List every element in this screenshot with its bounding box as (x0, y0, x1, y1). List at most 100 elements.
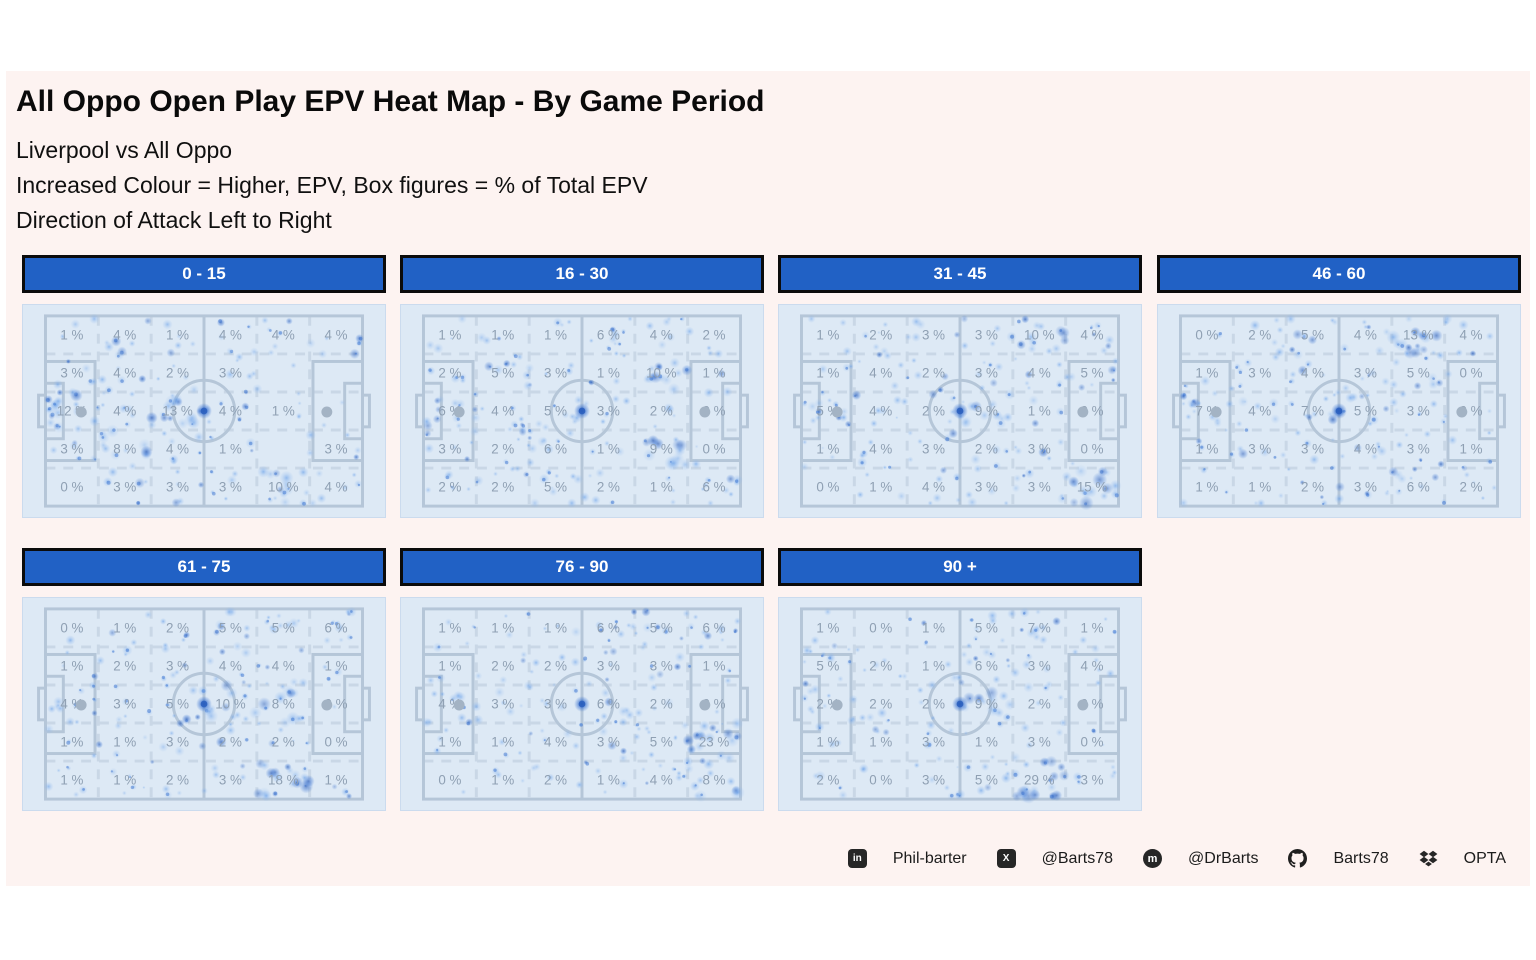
penalty-spot-left (75, 406, 87, 418)
period-header: 61 - 75 (22, 548, 386, 586)
footer-link-mastodon[interactable]: m @DrBarts (1143, 849, 1258, 868)
zone-percent-label: 5 % (1301, 328, 1324, 343)
zone-percent-label: 4 % (869, 442, 892, 457)
period-section-0-15: 0 - 15 1 % 4 % 1 % 4 % 4 % 4 % 3 % 4 % 2 % 3 % 12 %… (22, 255, 386, 518)
zone-percent-label: 5 % (1354, 404, 1377, 419)
zone-percent-label: 4 % (491, 404, 514, 419)
zone-percent-label: 3 % (166, 659, 189, 674)
pitch-markings (415, 314, 749, 508)
zone-percent-label: 2 % (219, 735, 242, 750)
zone-percent-label: 3 % (219, 773, 242, 788)
zone-percent-label: 3 % (113, 480, 136, 495)
zone-percent-label: 2 % (1301, 480, 1324, 495)
zone-percent-label: 5 % (1407, 366, 1430, 381)
zone-percent-label: 1 % (219, 442, 242, 457)
zone-percent-label: 1 % (491, 621, 514, 636)
footer-link-x[interactable]: X @Barts78 (996, 849, 1113, 868)
zone-percent-label: 1 % (325, 773, 348, 788)
zone-percent-label: 5 % (272, 621, 295, 636)
zone-percent-label: 0 % (1195, 328, 1218, 343)
zone-percent-label: 3 % (597, 404, 620, 419)
penalty-spot-right (321, 406, 333, 418)
zone-percent-label: 29 % (1024, 773, 1055, 788)
zone-percent-label: 2 % (438, 480, 461, 495)
zone-percent-label: 4 % (869, 366, 892, 381)
zone-percent-label: 9 % (975, 404, 998, 419)
zone-percent-label: 1 % (60, 773, 83, 788)
pitch-card: 0 % 1 % 2 % 5 % 5 % 6 % 1 % 2 % 3 % 4 % 4 % 1 % 4 % 3… (22, 597, 386, 811)
zone-percent-label: 4 % (272, 328, 295, 343)
zone-percent-label: 4 % (113, 366, 136, 381)
center-hotspot-core (200, 700, 208, 708)
zone-percent-label: 1 % (703, 366, 726, 381)
zone-percent-label: 3 % (60, 442, 83, 457)
center-hotspot-core (200, 407, 208, 415)
penalty-spot-left (75, 699, 87, 711)
zone-percent-label: 0 % (1081, 442, 1104, 457)
zone-percent-label: 8 % (703, 773, 726, 788)
zone-percent-label: 1 % (1195, 366, 1218, 381)
pitch-heatmap: 1 % 1 % 1 % 6 % 4 % 2 % 2 % 5 % 3 % 1 % 10 % 1 % 6 %… (415, 314, 749, 509)
zone-percent-label: 1 % (869, 735, 892, 750)
zone-percent-label: 3 % (975, 480, 998, 495)
footer-link-dropbox[interactable]: OPTA (1419, 849, 1506, 868)
zone-percent-label: 4 % (922, 480, 945, 495)
report-panel: All Oppo Open Play EPV Heat Map - By Gam… (6, 71, 1530, 886)
zone-percent-label: 1 % (113, 735, 136, 750)
period-section-76-90: 76 - 90 1 % 1 % 1 % 6 % 5 % 6 % 1 % 2 % 2 % 3 % 3 %… (400, 548, 764, 811)
zone-percent-label: 3 % (113, 697, 136, 712)
zone-percent-labels: 0 % 1 % 2 % 5 % 5 % 6 %1 % 2 % 3 % 4 % 4 % 1 %4 % 3… (60, 621, 347, 788)
epv-heat-layer (800, 314, 1122, 511)
penalty-spot-left (831, 699, 843, 711)
zone-percent-label: 5 % (975, 773, 998, 788)
zone-percent-label: 4 % (869, 404, 892, 419)
zone-percent-label: 2 % (922, 404, 945, 419)
period-header: 0 - 15 (22, 255, 386, 293)
pitch-card: 1 % 2 % 3 % 3 % 10 % 4 % 1 % 4 % 2 % 3 % 4 % 5 % 5 %… (778, 304, 1142, 518)
zone-percent-label: 2 % (869, 697, 892, 712)
penalty-spot-right (699, 406, 711, 418)
zone-percent-label: 1 % (597, 366, 620, 381)
zone-percent-label: 0 % (60, 621, 83, 636)
zone-percent-label: 10 % (268, 480, 299, 495)
zone-percent-label: 3 % (650, 659, 673, 674)
zone-percent-label: 13 % (1403, 328, 1434, 343)
penalty-spot-left (1210, 406, 1222, 418)
zone-percent-label: 3 % (1028, 659, 1051, 674)
zone-percent-label: 2 % (869, 659, 892, 674)
page-title: All Oppo Open Play EPV Heat Map - By Gam… (16, 85, 765, 118)
zone-percent-label: 18 % (268, 773, 299, 788)
footer-link-github[interactable]: Barts78 (1288, 849, 1389, 868)
zone-percent-label: 4 % (113, 404, 136, 419)
zone-percent-label: 4 % (1081, 328, 1104, 343)
zone-percent-label: 6 % (703, 621, 726, 636)
penalty-spot-right (1456, 406, 1468, 418)
zone-percent-label: 4 % (113, 328, 136, 343)
zone-percent-label: 4 % (1460, 328, 1483, 343)
footer-link-linkedin[interactable]: in Phil-barter (847, 849, 967, 868)
zone-percent-label: 3 % (597, 659, 620, 674)
zone-percent-label: 15 % (1077, 480, 1108, 495)
footer-label: Barts78 (1333, 849, 1389, 867)
zone-percent-label: 3 % (219, 366, 242, 381)
zone-percent-label: 0 % (438, 773, 461, 788)
zone-percent-label: 1 % (491, 328, 514, 343)
zone-percent-labels: 1 % 0 % 1 % 5 % 7 % 1 % 5 % 2 % 1 % 6 % 3 % 4 % 2 % 2… (816, 621, 1103, 788)
zone-percent-label: 2 % (597, 480, 620, 495)
zone-percent-label: 3 % (166, 735, 189, 750)
zone-percent-label: 1 % (60, 328, 83, 343)
zone-percent-label: 3 % (975, 366, 998, 381)
zone-percent-labels: 1 % 4 % 1 % 4 % 4 % 4 %3 % 4 % 2 % 3 %12 % 4 % 13 … (57, 328, 348, 495)
zone-percent-label: 1 % (438, 328, 461, 343)
zone-percent-label: 3 % (1301, 442, 1324, 457)
zone-percent-label: 3 % (1248, 366, 1271, 381)
zone-percent-label: 2 % (816, 773, 839, 788)
x-icon: X (996, 849, 1016, 868)
zone-percent-label: 2 % (491, 659, 514, 674)
pitch-card: 1 % 0 % 1 % 5 % 7 % 1 % 5 % 2 % 1 % 6 % 3 % 4 % 2 % 2… (778, 597, 1142, 811)
zone-percent-label: 4 % (219, 659, 242, 674)
zone-percent-label: 0 % (325, 735, 348, 750)
zone-percent-label: 3 % (922, 735, 945, 750)
zone-percent-label: 1 % (816, 735, 839, 750)
zone-percent-label: 2 % (166, 621, 189, 636)
